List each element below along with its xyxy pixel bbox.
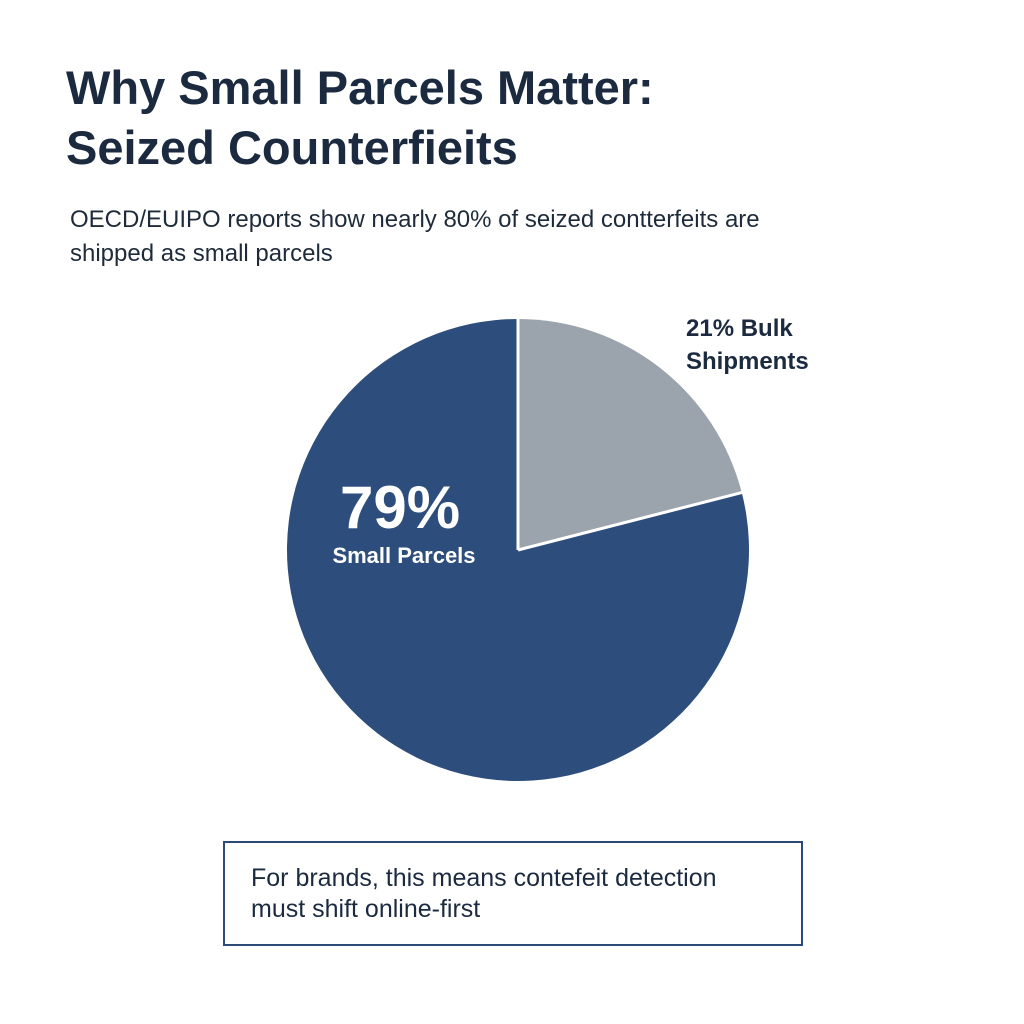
- takeaway-line-1: For brands, this means contefeit detecti…: [251, 864, 717, 892]
- small-parcels-name-label: Small Parcels: [332, 543, 475, 568]
- bulk-shipments-percent-label: 21% Bulk: [686, 315, 793, 342]
- bulk-shipments-name-label: Shipments: [686, 348, 809, 375]
- takeaway-callout-box: For brands, this means contefeit detecti…: [223, 841, 803, 946]
- pie-slice-bulk-shipments: [518, 319, 742, 550]
- slice-divider-horizontal: [517, 491, 743, 552]
- chart-title: Why Small Parcels Matter: Seized Counter…: [66, 58, 966, 178]
- takeaway-line-2: must shift online-first: [251, 895, 481, 923]
- chart-title-line-2: Seized Counterfieits: [66, 121, 518, 174]
- chart-subtitle: OECD/EUIPO reports show nearly 80% of se…: [70, 203, 930, 271]
- chart-subtitle-line-1: OECD/EUIPO reports show nearly 80% of se…: [70, 206, 760, 233]
- chart-subtitle-line-2: shipped as small parcels: [70, 240, 333, 267]
- chart-title-line-1: Why Small Parcels Matter:: [66, 61, 654, 114]
- small-parcels-percent-label: 79%: [340, 474, 460, 541]
